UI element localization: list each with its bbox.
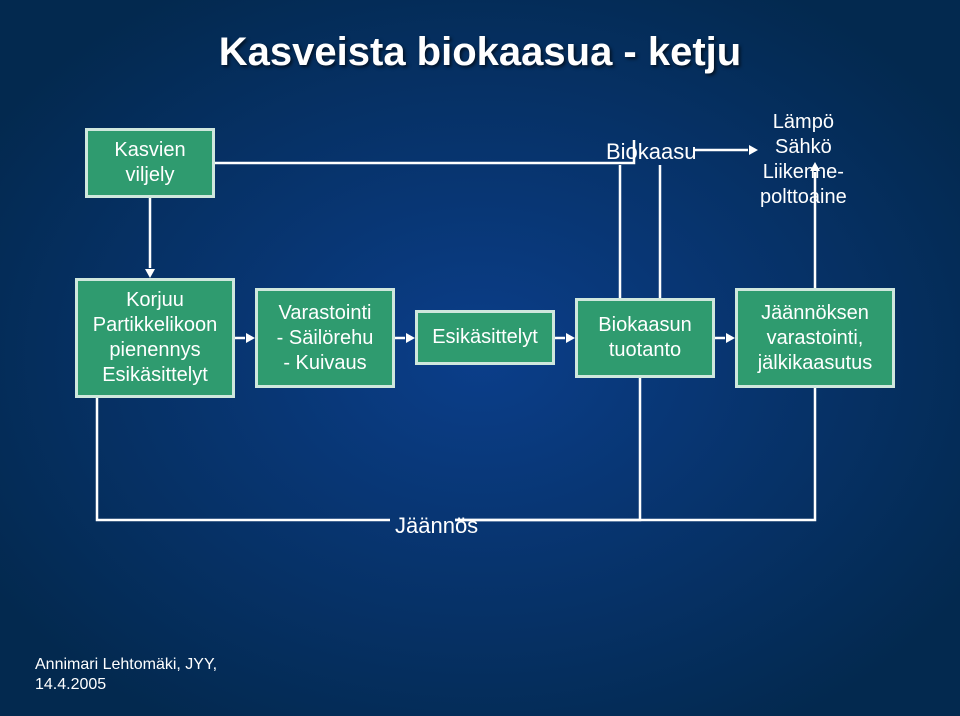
slide-title: Kasveista biokaasua - ketju xyxy=(0,30,960,75)
node-text: Partikkelikoon xyxy=(93,313,218,338)
node-text: Jäännöksen xyxy=(761,301,869,326)
footer-author: Annimari Lehtomäki, JYY, xyxy=(35,655,217,675)
label-outputs_label: LämpöSähköLiikenne-polttoaine xyxy=(760,110,847,210)
node-text: - Säilörehu xyxy=(277,326,374,351)
node-text: varastointi, xyxy=(767,326,864,351)
node-text: pienennys xyxy=(109,338,200,363)
node-varasto: Varastointi- Säilörehu- Kuivaus xyxy=(255,288,395,388)
label-jaannos_label: Jäännös xyxy=(395,512,478,540)
label-biokaasu_label: Biokaasu xyxy=(606,138,697,166)
node-kasvien: Kasvienviljely xyxy=(85,128,215,198)
label-text: Liikenne- xyxy=(760,160,847,185)
node-text: Kasvien xyxy=(114,138,185,163)
node-biokprod: Biokaasuntuotanto xyxy=(575,298,715,378)
label-text: Biokaasu xyxy=(606,138,697,166)
node-text: Esikäsittelyt xyxy=(432,325,538,350)
label-text: Jäännös xyxy=(395,512,478,540)
node-esik: Esikäsittelyt xyxy=(415,310,555,365)
node-text: jälkikaasutus xyxy=(758,351,873,376)
node-text: Biokaasun xyxy=(598,313,691,338)
node-text: Esikäsittelyt xyxy=(102,363,208,388)
label-text: polttoaine xyxy=(760,185,847,210)
label-text: Lämpö xyxy=(760,110,847,135)
node-korjuu: KorjuuPartikkelikoonpienennysEsikäsittel… xyxy=(75,278,235,398)
node-text: Korjuu xyxy=(126,288,184,313)
label-text: Sähkö xyxy=(760,135,847,160)
slide-footer: Annimari Lehtomäki, JYY, 14.4.2005 xyxy=(35,655,217,695)
node-text: Varastointi xyxy=(278,301,371,326)
node-text: tuotanto xyxy=(609,338,681,363)
node-text: - Kuivaus xyxy=(283,351,366,376)
node-jaannok: Jäännöksenvarastointi,jälkikaasutus xyxy=(735,288,895,388)
footer-date: 14.4.2005 xyxy=(35,675,217,695)
node-text: viljely xyxy=(126,163,175,188)
